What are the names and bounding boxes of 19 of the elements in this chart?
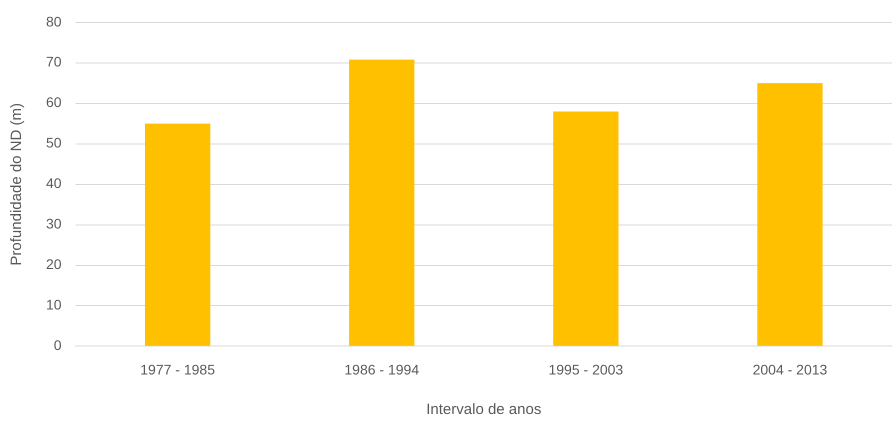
x-tick-label: 1986 - 1994 — [344, 361, 420, 378]
y-tick-label: 20 — [46, 256, 62, 272]
y-tick-label: 70 — [46, 54, 62, 70]
y-tick-label: 60 — [46, 94, 62, 110]
y-tick-label: 0 — [54, 337, 62, 354]
x-tick-label: 2004 - 2013 — [752, 361, 828, 378]
x-axis-title: Intervalo de anos — [426, 401, 542, 418]
bar — [553, 111, 618, 346]
x-tick-label: 1977 - 1985 — [140, 361, 216, 378]
x-tick-label: 1995 - 2003 — [548, 361, 624, 378]
y-tick-label: 50 — [46, 134, 62, 151]
bar — [349, 60, 414, 346]
y-tick-label: 80 — [46, 13, 62, 30]
bar — [144, 124, 210, 346]
y-axis-title: Profundidade do ND (m) — [8, 103, 26, 266]
y-tick-label: 40 — [46, 175, 62, 192]
bar — [757, 83, 823, 346]
y-tick-label: 30 — [46, 216, 62, 232]
y-tick-label: 10 — [46, 296, 62, 313]
